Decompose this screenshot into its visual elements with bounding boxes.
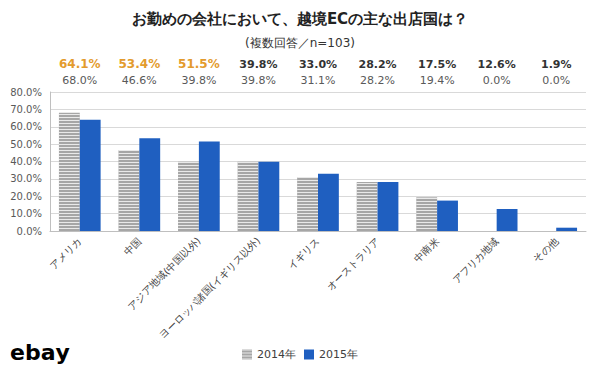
svg-text:e: e <box>10 340 25 365</box>
svg-text:39.8%: 39.8% <box>181 74 216 87</box>
svg-text:アジア地域(中国以外): アジア地域(中国以外) <box>125 235 203 312</box>
svg-text:中国: 中国 <box>121 235 143 257</box>
svg-text:17.5%: 17.5% <box>418 58 456 71</box>
svg-text:64.1%: 64.1% <box>59 57 101 71</box>
svg-text:40.0%: 40.0% <box>10 156 42 167</box>
svg-text:80.0%: 80.0% <box>10 87 42 98</box>
svg-text:2014年: 2014年 <box>257 348 296 361</box>
svg-text:70.0%: 70.0% <box>10 104 42 115</box>
svg-text:28.2%: 28.2% <box>360 74 395 87</box>
svg-text:46.6%: 46.6% <box>122 74 157 87</box>
svg-text:中南米: 中南米 <box>412 235 441 264</box>
svg-text:39.8%: 39.8% <box>239 58 277 71</box>
svg-text:0.0%: 0.0% <box>542 74 570 87</box>
svg-text:2015年: 2015年 <box>319 348 358 361</box>
svg-text:0.0%: 0.0% <box>483 74 511 87</box>
svg-text:オーストラリア: オーストラリア <box>324 235 381 292</box>
svg-text:12.6%: 12.6% <box>478 58 516 71</box>
svg-text:39.8%: 39.8% <box>241 74 276 87</box>
svg-text:51.5%: 51.5% <box>178 57 220 71</box>
svg-text:ヨーロッパ諸国(イギリス以外): ヨーロッパ諸国(イギリス以外) <box>157 235 262 340</box>
svg-text:53.4%: 53.4% <box>119 57 161 71</box>
svg-text:20.0%: 20.0% <box>10 191 42 202</box>
svg-text:31.1%: 31.1% <box>301 74 336 87</box>
svg-text:28.2%: 28.2% <box>358 58 396 71</box>
svg-text:50.0%: 50.0% <box>10 139 42 150</box>
svg-text:アフリカ地域: アフリカ地域 <box>450 235 500 285</box>
svg-text:68.0%: 68.0% <box>62 74 97 87</box>
svg-text:(複数回答／n=103): (複数回答／n=103) <box>245 36 355 50</box>
svg-text:1.9%: 1.9% <box>541 58 572 71</box>
svg-text:その他: その他 <box>531 235 560 264</box>
svg-text:60.0%: 60.0% <box>10 121 42 132</box>
svg-text:33.0%: 33.0% <box>299 58 337 71</box>
svg-text:アメリカ: アメリカ <box>48 235 84 271</box>
svg-text:イギリス: イギリス <box>286 235 322 271</box>
svg-text:b: b <box>25 340 41 365</box>
svg-text:お勤めの会社において、越境ECの主な出店国は？: お勤めの会社において、越境ECの主な出店国は？ <box>132 10 468 28</box>
svg-text:y: y <box>56 340 70 365</box>
svg-text:a: a <box>41 340 56 365</box>
svg-text:30.0%: 30.0% <box>10 173 42 184</box>
svg-text:19.4%: 19.4% <box>420 74 455 87</box>
svg-text:10.0%: 10.0% <box>10 208 42 219</box>
svg-text:0.0%: 0.0% <box>17 226 42 237</box>
